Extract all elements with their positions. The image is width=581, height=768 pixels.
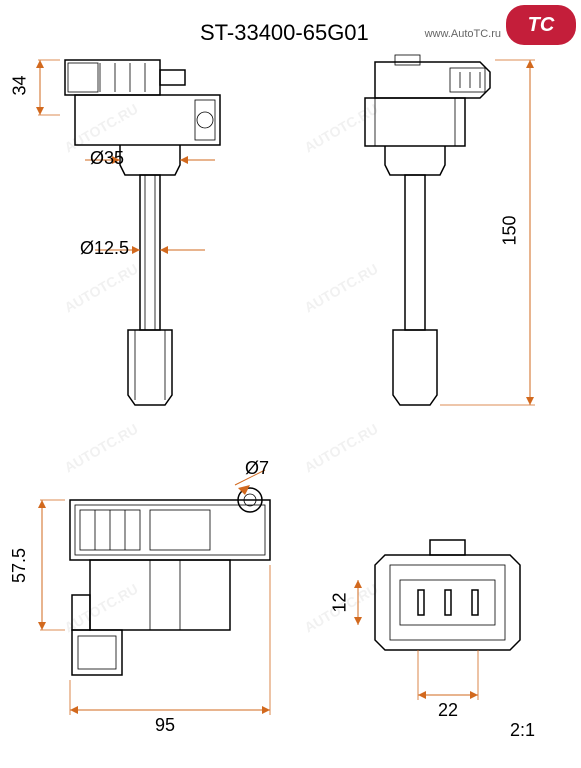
dim-150: 150 xyxy=(500,215,521,245)
dim-d12-5: Ø12.5 xyxy=(80,238,129,259)
top-view xyxy=(70,488,270,675)
scale-ratio: 2:1 xyxy=(510,720,535,741)
dim-34: 34 xyxy=(10,75,31,95)
connector-view xyxy=(375,540,520,650)
dim-d7: Ø7 xyxy=(245,458,269,479)
dim-12: 12 xyxy=(330,592,351,612)
drawing-svg xyxy=(0,0,581,768)
front-view xyxy=(365,55,490,405)
side-view xyxy=(65,60,220,405)
technical-drawing-canvas: AUTOTC.RU AUTOTC.RU AUTOTC.RU AUTOTC.RU … xyxy=(0,0,581,768)
dim-57-5: 57.5 xyxy=(9,548,30,583)
dim-d35: Ø35 xyxy=(90,148,124,169)
dim-95: 95 xyxy=(155,715,175,736)
dim-22: 22 xyxy=(438,700,458,721)
